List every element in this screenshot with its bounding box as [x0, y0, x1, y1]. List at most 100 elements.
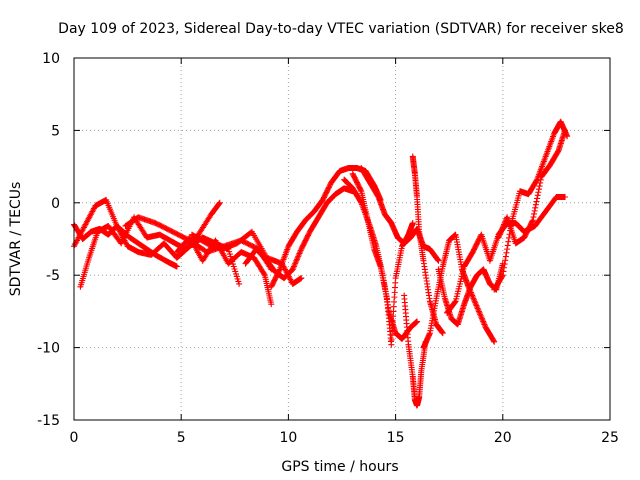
- data-point: [216, 200, 223, 207]
- data-point: [504, 246, 511, 253]
- data-point: [293, 257, 300, 264]
- data-point: [276, 267, 283, 274]
- series-arc-m: [409, 153, 446, 337]
- data-point: [491, 338, 498, 345]
- series-arc-q: [491, 118, 571, 293]
- data-point: [502, 257, 509, 264]
- data-point: [534, 195, 541, 202]
- x-axis-label: GPS time / hours: [281, 459, 398, 475]
- y-tick-label: -15: [37, 413, 60, 429]
- data-point: [500, 222, 507, 229]
- y-tick-label: 0: [51, 196, 60, 212]
- data-point: [474, 304, 481, 311]
- data-point: [480, 319, 487, 326]
- data-point: [295, 251, 302, 258]
- data-point: [475, 306, 482, 313]
- x-tick-label: 5: [177, 430, 186, 446]
- data-point: [561, 127, 568, 134]
- data-point: [173, 263, 180, 270]
- data-point: [296, 250, 303, 257]
- data-points: [71, 118, 571, 409]
- data-point: [496, 233, 503, 240]
- data-point: [499, 224, 506, 231]
- data-point: [533, 198, 540, 205]
- plot-frame: [73, 57, 611, 421]
- data-point: [504, 242, 511, 249]
- data-point: [499, 272, 506, 279]
- data-point: [478, 314, 485, 321]
- data-point: [357, 186, 364, 193]
- data-point: [534, 192, 541, 199]
- grid-lines: [74, 58, 610, 420]
- data-point: [532, 201, 539, 208]
- data-point: [298, 275, 305, 282]
- data-point: [434, 256, 441, 263]
- data-point: [290, 264, 297, 271]
- data-point: [529, 217, 536, 224]
- y-tick-label: 10: [42, 51, 60, 67]
- x-tick-label: 0: [70, 430, 79, 446]
- data-point: [292, 259, 299, 266]
- data-point: [561, 194, 568, 201]
- data-point: [474, 305, 481, 312]
- data-point: [537, 176, 544, 183]
- series-arc-j: [349, 170, 416, 348]
- data-point: [479, 317, 486, 324]
- chart-title: Day 109 of 2023, Sidereal Day-to-day VTE…: [58, 21, 624, 37]
- data-point: [471, 296, 478, 303]
- data-point: [537, 179, 544, 186]
- series-arc-b: [77, 199, 223, 290]
- y-tick-label: -5: [46, 268, 60, 284]
- data-point: [496, 231, 503, 238]
- data-point: [497, 228, 504, 235]
- data-point: [295, 253, 302, 260]
- data-point: [477, 311, 484, 318]
- data-point: [481, 321, 488, 328]
- data-point: [475, 308, 482, 315]
- x-tick-label: 15: [387, 430, 405, 446]
- data-point: [501, 264, 508, 271]
- data-point: [469, 293, 476, 300]
- data-point: [497, 230, 504, 237]
- data-point: [261, 270, 268, 277]
- data-point: [532, 204, 539, 211]
- data-point: [499, 273, 506, 280]
- series-arc-k: [358, 165, 442, 264]
- x-tick-label: 10: [279, 430, 297, 446]
- data-point: [472, 301, 479, 308]
- data-point: [501, 221, 508, 228]
- data-point: [216, 199, 223, 206]
- data-point: [291, 262, 298, 269]
- data-point: [533, 177, 540, 184]
- data-point: [490, 337, 497, 344]
- data-point: [268, 301, 275, 308]
- data-point: [439, 330, 446, 337]
- data-point: [470, 295, 477, 302]
- data-point: [471, 298, 478, 305]
- data-point: [529, 218, 536, 225]
- data-point: [289, 266, 296, 273]
- series-arc-o: [435, 260, 506, 328]
- data-point: [530, 214, 537, 221]
- data-point: [297, 247, 304, 254]
- y-tick-label: 5: [51, 123, 60, 139]
- data-point: [531, 210, 538, 217]
- data-point: [414, 318, 421, 325]
- data-point: [535, 186, 542, 193]
- series-arc-h: [268, 165, 384, 290]
- series-arc-l: [401, 292, 429, 409]
- data-point: [535, 189, 542, 196]
- data-point: [435, 257, 442, 264]
- data-point: [292, 260, 299, 267]
- data-point: [297, 249, 304, 256]
- data-point: [473, 302, 480, 309]
- data-point: [495, 234, 502, 241]
- data-point: [478, 315, 485, 322]
- data-point: [477, 312, 484, 319]
- data-point: [536, 183, 543, 190]
- data-point: [290, 263, 297, 270]
- series-arc-n: [420, 231, 498, 351]
- data-point: [503, 249, 510, 256]
- series-arc-r: [495, 127, 568, 247]
